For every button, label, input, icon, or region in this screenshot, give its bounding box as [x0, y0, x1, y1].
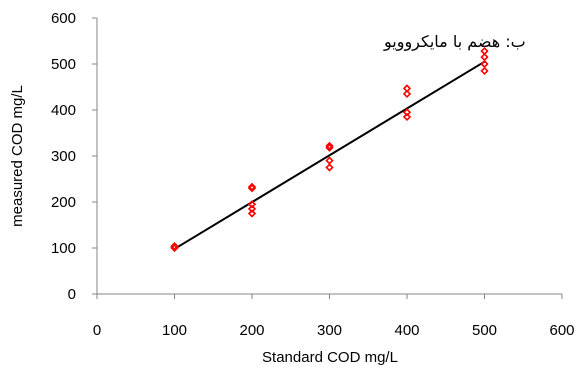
data-point — [247, 182, 257, 191]
data-point — [402, 112, 412, 122]
y-axis-tick-labels: 0 100 200 300 400 500 600 — [51, 10, 76, 303]
data-point — [247, 200, 257, 209]
trend-line — [173, 60, 486, 250]
x-axis-tick-labels: 0 100 200 300 400 500 600 — [93, 322, 575, 339]
y-axis-ticks — [92, 17, 97, 295]
data-point — [247, 204, 257, 214]
data-point — [480, 52, 489, 62]
data-points — [170, 46, 489, 253]
x-tick-label: 500 — [472, 322, 497, 339]
x-tick-label: 0 — [93, 322, 101, 339]
y-tick-label: 100 — [51, 240, 76, 257]
y-tick-label: 600 — [51, 10, 76, 27]
x-tick-label: 600 — [549, 322, 574, 339]
x-axis-title: Standard COD mg/L — [262, 349, 398, 366]
data-point — [402, 89, 412, 99]
data-point — [325, 141, 334, 151]
x-tick-label: 400 — [394, 322, 419, 339]
x-tick-label: 200 — [239, 322, 264, 339]
data-point — [480, 46, 489, 56]
data-point — [247, 209, 257, 218]
chart-title: ب: هضم با مایکروویو — [383, 32, 526, 52]
y-tick-label: 0 — [68, 286, 76, 303]
data-point — [402, 108, 412, 117]
data-point — [402, 84, 412, 93]
x-axis-ticks — [96, 294, 563, 299]
y-tick-label: 200 — [51, 194, 76, 211]
y-tick-label: 400 — [51, 102, 76, 119]
data-point — [325, 156, 334, 165]
data-point — [480, 66, 489, 76]
y-tick-label: 300 — [51, 148, 76, 165]
y-axis-title: measured COD mg/L — [9, 85, 26, 227]
x-tick-label: 100 — [162, 322, 187, 339]
y-tick-label: 500 — [51, 56, 76, 73]
data-point — [480, 59, 489, 69]
data-point — [325, 163, 334, 172]
x-tick-label: 300 — [317, 322, 342, 339]
data-point — [170, 242, 179, 251]
